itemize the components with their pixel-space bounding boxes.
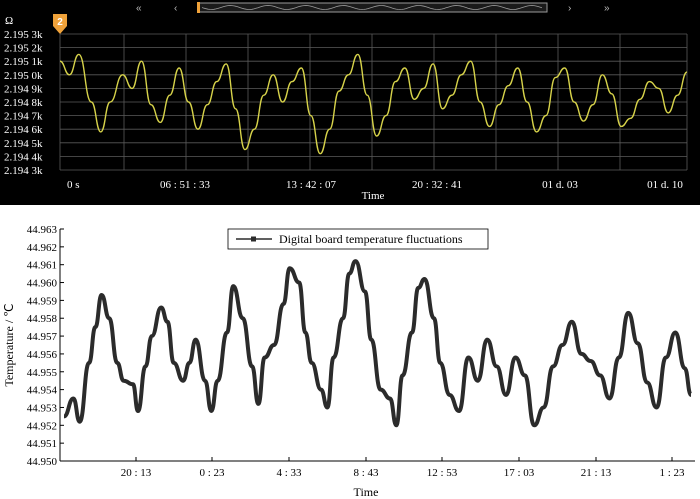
top-chart: «‹ › »2.195 3k2.195 2k2.195 1k2.195 0k2.19…: [0, 0, 700, 205]
scrollbar-handle[interactable]: [197, 2, 200, 13]
x-tick-label: 4 : 33: [276, 467, 302, 479]
y-tick-label: 2.194 5k: [4, 138, 43, 150]
y-tick-label: 2.194 4k: [4, 151, 43, 163]
y-tick-label: 2.194 3k: [4, 165, 43, 177]
y-tick-label: 44.951: [27, 438, 57, 450]
y-tick-label: 44.963: [27, 224, 58, 236]
x-tick-label: 0 : 23: [199, 467, 225, 479]
legend-label: Digital board temperature fluctuations: [279, 232, 463, 246]
step-back-button[interactable]: ‹: [174, 3, 177, 14]
legend-marker-swatch: [251, 236, 256, 242]
y-tick-label: 2.195 1k: [4, 56, 43, 68]
x-tick-label: 13 : 42 : 07: [286, 179, 337, 191]
y-tick-label: 44.961: [27, 260, 57, 272]
fast-back-button[interactable]: «: [136, 3, 142, 14]
y-tick-label: 2.195 2k: [4, 43, 43, 55]
y-tick-label: 44.956: [27, 349, 58, 361]
y-tick-label: 2.194 8k: [4, 97, 43, 109]
x-tick-label: 01 d. 03: [542, 179, 578, 191]
y-tick-label: 44.960: [27, 278, 58, 290]
x-tick-label: 12 : 53: [427, 467, 458, 479]
x-axis-title: Time: [354, 485, 379, 499]
cursor-marker[interactable]: 2: [53, 14, 67, 34]
y-tick-label: 2.195 3k: [4, 29, 43, 41]
y-axis-unit-label: Ω: [5, 15, 13, 27]
bottom-panel-background: [0, 205, 700, 499]
y-tick-label: 2.195 0k: [4, 70, 43, 82]
y-tick-label: 2.194 7k: [4, 111, 43, 123]
bottom-chart: 44.963 44.962 44.961 44.960 44.959 44.958 44.9…: [0, 205, 700, 499]
cursor-marker-shape: [53, 14, 67, 34]
y-tick-label: 44.952: [27, 420, 57, 432]
scrollbar-minimap: [201, 5, 543, 10]
y-tick-label: 44.950: [27, 456, 58, 468]
y-tick-label: 44.958: [27, 313, 58, 325]
fast-forward-button[interactable]: »: [604, 3, 610, 14]
y-tick-label: 2.194 9k: [4, 83, 43, 95]
y-tick-label: 44.953: [27, 402, 58, 414]
cursor-marker-label: 2: [57, 17, 63, 28]
x-tick-label: 8 : 43: [353, 467, 379, 479]
x-tick-label: 20 : 13: [121, 467, 152, 479]
x-tick-label: 17 : 03: [504, 467, 535, 479]
y-axis-title: Temperature / ℃: [2, 303, 16, 386]
y-tick-label: 44.959: [27, 295, 58, 307]
y-tick-label: 44.962: [27, 242, 57, 254]
x-tick-label: 0 s: [67, 179, 80, 191]
y-tick-label: 44.954: [27, 385, 58, 397]
resistance-series-line: [59, 53, 688, 155]
legend-box: [227, 228, 489, 250]
step-forward-button[interactable]: ›: [568, 3, 571, 14]
x-tick-label: 01 d. 10: [647, 179, 683, 191]
x-axis-title: Time: [362, 190, 385, 202]
x-tick-label: 21 : 13: [581, 467, 612, 479]
y-tick-label: 44.955: [27, 367, 58, 379]
x-tick-label: 1 : 23: [659, 467, 685, 479]
temperature-series-line: [63, 259, 693, 428]
x-tick-label: 20 : 32 : 41: [412, 179, 462, 191]
x-tick-label: 06 : 51 : 33: [160, 179, 211, 191]
y-tick-label: 2.194 6k: [4, 124, 43, 136]
legend: Digital board temperature fluctuations: [227, 228, 489, 250]
y-tick-label: 44.957: [27, 331, 58, 343]
